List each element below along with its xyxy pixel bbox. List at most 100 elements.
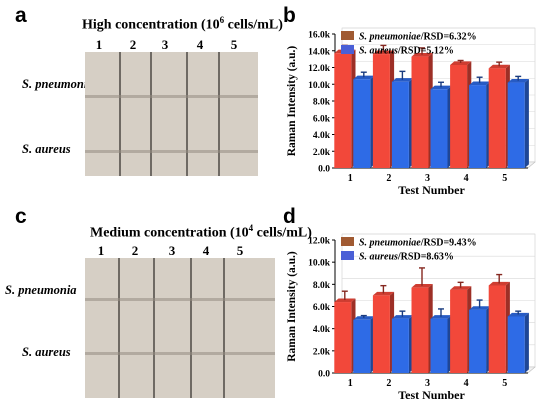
y-tick-label-b-3: 6.0k bbox=[313, 114, 331, 124]
strip-divider-c-3 bbox=[190, 258, 192, 398]
strip-divider-c-1 bbox=[118, 258, 120, 398]
x-tick-label-b-1: 1 bbox=[348, 173, 353, 184]
y-tick-label-d-0: 0.0 bbox=[318, 370, 330, 380]
lane-number-a-4: 4 bbox=[196, 37, 204, 52]
legend-species-b-1: S. pneumoniae bbox=[359, 32, 421, 43]
strip-title-high-suffix: cells/mL) bbox=[224, 17, 283, 33]
legend-entry-b-2: S. aureus/RSD=5.12% bbox=[359, 46, 454, 57]
bar-b-2-1 bbox=[353, 79, 371, 168]
bar-top-d-1-4 bbox=[450, 286, 472, 290]
y-tick-label-b-5: 10.0k bbox=[308, 81, 331, 91]
bar-top-d-2-4 bbox=[469, 306, 491, 310]
bar-top-b-2-2 bbox=[391, 78, 414, 82]
y-tick-label-b-6: 12.0k bbox=[308, 64, 331, 74]
lane-number-c-3: 3 bbox=[168, 243, 176, 258]
strip-band-a-1 bbox=[85, 95, 258, 98]
panel-letter-b: b bbox=[283, 4, 296, 27]
bar-top-d-1-5 bbox=[488, 281, 510, 286]
row-label-pneumonia-a: S. pneumonia bbox=[22, 77, 94, 91]
bar-b-2-5 bbox=[507, 82, 525, 168]
row-label-aureus-a: S. aureus bbox=[22, 142, 71, 156]
bar-b-1-4 bbox=[450, 64, 468, 168]
bar-d-2-5 bbox=[507, 316, 525, 373]
panel-letter-d: d bbox=[283, 205, 296, 228]
bar-d-1-3 bbox=[411, 287, 429, 373]
bar-top-b-2-1 bbox=[353, 75, 375, 80]
y-tick-label-d-5: 10.0k bbox=[308, 259, 331, 269]
bar-top-d-1-1 bbox=[334, 298, 356, 303]
legend-species-d-2: S. aureus bbox=[359, 252, 398, 263]
x-tick-label-d-5: 5 bbox=[502, 378, 507, 389]
y-tick-label-b-2: 4.0k bbox=[313, 131, 331, 141]
bar-top-b-2-5 bbox=[507, 78, 529, 83]
bar-top-d-2-2 bbox=[391, 315, 414, 319]
bar-top-b-2-4 bbox=[469, 81, 491, 86]
bar-top-d-1-3 bbox=[411, 284, 433, 288]
lane-number-c-5: 5 bbox=[236, 243, 244, 258]
y-tick-label-d-1: 2.0k bbox=[313, 347, 331, 357]
lane-number-c-4: 4 bbox=[202, 243, 210, 258]
legend-species-b-2: S. aureus bbox=[359, 46, 398, 57]
bar-b-1-3 bbox=[411, 56, 429, 168]
lane-number-a-5: 5 bbox=[230, 37, 238, 52]
bar-top-d-2-1 bbox=[353, 316, 375, 320]
bar-b-1-5 bbox=[488, 68, 506, 168]
x-tick-label-b-2: 2 bbox=[386, 173, 391, 184]
bar-top-b-1-5 bbox=[488, 64, 510, 69]
bar-d-2-1 bbox=[353, 319, 371, 373]
x-axis-label-d: Test Number bbox=[398, 388, 465, 402]
panel-letter-c: c bbox=[15, 205, 27, 228]
lane-number-a-3: 3 bbox=[161, 37, 169, 52]
strip-band-c-2 bbox=[85, 352, 275, 355]
bar-top-d-1-2 bbox=[372, 291, 395, 296]
legend-rsd-d-2: /RSD=8.63% bbox=[397, 252, 454, 263]
bar-b-2-3 bbox=[430, 89, 448, 168]
strip-band-a-2 bbox=[85, 150, 258, 153]
strip-title-high: High concentration (106 cells/mL) bbox=[82, 15, 283, 34]
strip-title-medium-prefix: Medium concentration (10 bbox=[90, 225, 249, 241]
strip-divider-a-1 bbox=[119, 52, 121, 176]
x-tick-label-b-5: 5 bbox=[502, 173, 507, 184]
bar-top-d-2-3 bbox=[430, 315, 452, 319]
strip-title-medium: Medium concentration (104 cells/mL) bbox=[90, 223, 312, 242]
bar-d-1-5 bbox=[488, 285, 506, 373]
bar-top-d-2-5 bbox=[507, 312, 529, 317]
y-tick-label-b-8: 16.0k bbox=[308, 31, 331, 41]
strip-divider-a-3 bbox=[186, 52, 188, 176]
legend-entry-b-1: S. pneumoniae/RSD=6.32% bbox=[359, 32, 477, 43]
y-tick-label-d-6: 12.0k bbox=[308, 237, 331, 247]
legend-rsd-b-1: /RSD=6.32% bbox=[420, 32, 477, 43]
bar-top-b-1-4 bbox=[450, 61, 472, 65]
bar-b-2-4 bbox=[469, 85, 487, 168]
y-tick-label-b-4: 8.0k bbox=[313, 98, 331, 108]
bar-d-1-2 bbox=[372, 295, 390, 373]
lane-number-a-1: 1 bbox=[95, 37, 103, 52]
bar-d-2-3 bbox=[430, 318, 448, 373]
x-axis-label-b: Test Number bbox=[398, 183, 465, 197]
test-strip-image-a bbox=[85, 52, 258, 176]
bar-top-b-1-2 bbox=[372, 50, 395, 55]
strip-title-high-prefix: High concentration (10 bbox=[82, 17, 220, 33]
x-tick-label-d-3: 3 bbox=[425, 378, 430, 389]
x-tick-label-d-1: 1 bbox=[348, 378, 353, 389]
bar-b-1-2 bbox=[372, 54, 390, 168]
legend-entry-d-2: S. aureus/RSD=8.63% bbox=[359, 252, 454, 263]
strip-divider-a-4 bbox=[218, 52, 220, 176]
strip-title-high-sup: 6 bbox=[219, 15, 225, 25]
strip-title-medium-suffix: cells/mL) bbox=[253, 225, 312, 241]
bar-top-b-2-3 bbox=[430, 85, 452, 90]
row-label-pneumonia-c: S. pneumonia bbox=[5, 283, 77, 297]
legend-rsd-b-2: /RSD=5.12% bbox=[397, 46, 454, 57]
legend-swatch-d-1 bbox=[341, 237, 354, 246]
strip-divider-a-2 bbox=[150, 52, 152, 176]
legend-swatch-b-2 bbox=[341, 45, 354, 54]
strip-band-c-1 bbox=[85, 298, 275, 301]
bar-d-1-1 bbox=[334, 302, 352, 373]
x-tick-label-d-4: 4 bbox=[464, 378, 469, 389]
panel-letter-a: a bbox=[15, 4, 27, 27]
y-axis-label-d: Raman Intensity (a.u.) bbox=[286, 251, 298, 362]
bar-d-2-2 bbox=[391, 318, 409, 373]
bar-b-1-1 bbox=[334, 53, 352, 169]
bar-d-1-4 bbox=[450, 289, 468, 373]
